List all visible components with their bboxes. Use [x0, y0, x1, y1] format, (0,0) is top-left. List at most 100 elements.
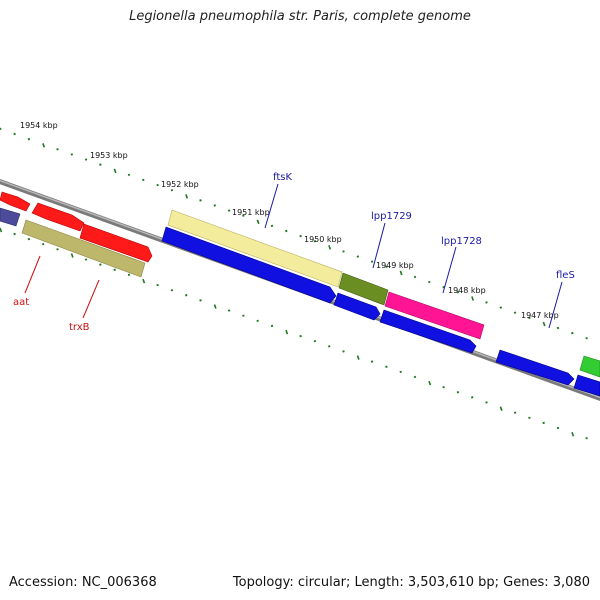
ruler-tick	[13, 132, 16, 136]
ruler-tick	[428, 380, 432, 386]
ruler-tick	[499, 306, 503, 309]
gene-label-lpp1729[interactable]: lpp1729	[371, 211, 412, 222]
gene-feature[interactable]	[167, 209, 343, 288]
ruler-ticks	[0, 127, 588, 340]
ruler-tick	[413, 375, 417, 379]
ruler-tick	[342, 250, 345, 253]
ruler-tick	[170, 288, 174, 292]
ruler-tick	[356, 355, 360, 360]
kbp-label: 1954 kbp	[20, 121, 58, 130]
gene-feature[interactable]	[338, 272, 389, 306]
ruler-tick	[442, 285, 445, 289]
ruler-tick	[99, 263, 102, 266]
ruler-tick	[556, 326, 560, 330]
ruler-tick	[485, 301, 488, 304]
gene-feature[interactable]	[31, 202, 85, 232]
gene-feature[interactable]	[333, 292, 381, 321]
ruler-tick	[0, 227, 3, 233]
accession-text: Accession: NC_006368	[9, 575, 157, 590]
ruler-tick	[327, 345, 331, 348]
ruler-tick	[199, 299, 202, 302]
leader-line	[264, 183, 279, 229]
leader-line	[442, 246, 457, 294]
gene-feature[interactable]	[0, 191, 31, 212]
gene-feature[interactable]	[573, 374, 600, 397]
ruler-tick	[528, 416, 531, 420]
ruler-tick	[342, 350, 345, 353]
ruler-tick	[256, 319, 259, 323]
ruler-tick	[113, 268, 116, 271]
gene-label-aat[interactable]: aat	[13, 297, 29, 308]
ruler-tick	[242, 314, 245, 317]
gene-label-lpp1728[interactable]: lpp1728	[441, 236, 482, 247]
ruler-tick	[328, 245, 332, 250]
ruler-tick	[399, 370, 402, 374]
kbp-label: 1950 kbp	[304, 235, 342, 244]
ruler-tick	[242, 214, 245, 217]
kbp-label: 1947 kbp	[521, 311, 559, 320]
ruler-tick	[42, 143, 46, 148]
gene-feature[interactable]	[495, 349, 575, 386]
ruler-tick	[213, 304, 217, 309]
ruler-tick	[485, 401, 488, 404]
ruler-tick	[270, 324, 274, 328]
kbp-label: 1948 kbp	[448, 286, 486, 295]
kbp-label: 1949 kbp	[376, 261, 414, 270]
ruler-tick	[370, 360, 374, 363]
ruler-tick	[471, 296, 475, 301]
ruler-tick	[585, 436, 588, 440]
ruler-tick	[499, 406, 503, 411]
ruler-tick	[585, 336, 588, 340]
ruler-tick	[456, 291, 460, 294]
ruler-tick	[528, 316, 531, 320]
leader-line	[82, 279, 100, 319]
ruler-tick	[185, 194, 189, 199]
ruler-tick	[556, 426, 560, 430]
ruler-tick	[470, 396, 474, 399]
ruler-tick	[56, 248, 59, 251]
ruler-tick	[113, 168, 117, 174]
ruler-tick	[142, 278, 146, 284]
ruler-tick	[170, 188, 174, 192]
ruler-tick	[70, 253, 74, 258]
gene-feature[interactable]	[579, 355, 600, 378]
gene-label-ftsK[interactable]: ftsK	[273, 172, 292, 183]
map-title: Legionella pneumophila str. Paris, compl…	[129, 9, 471, 24]
ruler-tick	[270, 224, 274, 228]
gene-label-trxB[interactable]: trxB	[69, 322, 90, 333]
ruler-tick	[385, 365, 388, 368]
gene-feature[interactable]	[79, 223, 153, 263]
ruler-tick	[571, 431, 575, 437]
ruler-tick	[156, 283, 159, 287]
ruler-tick	[13, 232, 16, 236]
ruler-tick	[184, 294, 188, 297]
ruler-tick	[428, 280, 431, 284]
ruler-tick	[213, 204, 217, 207]
ruler-tick	[227, 209, 231, 212]
ruler-tick	[571, 331, 574, 335]
ruler-tick	[156, 183, 159, 187]
ruler-tick	[285, 229, 288, 233]
ruler-tick	[127, 273, 131, 277]
ruler-tick	[385, 265, 388, 268]
ruler-tick	[356, 255, 360, 258]
kbp-label: 1952 kbp	[161, 180, 199, 189]
ruler-tick	[313, 339, 317, 343]
gene-feature[interactable]	[384, 291, 485, 340]
gene-feature[interactable]	[0, 207, 21, 227]
gene-label-fleS[interactable]: fleS	[556, 270, 575, 281]
kbp-label: 1951 kbp	[232, 208, 270, 217]
ruler-tick	[127, 173, 131, 177]
ruler-tick	[227, 309, 231, 312]
ruler-tick	[84, 158, 88, 161]
gene-feature[interactable]	[379, 309, 477, 354]
ruler-tick	[442, 385, 445, 389]
gene-feature[interactable]	[21, 219, 146, 278]
ruler-tick	[513, 411, 517, 414]
ruler-tick	[70, 153, 74, 156]
ruler-tick	[99, 163, 102, 166]
ruler-tick	[199, 199, 202, 202]
ruler-tick	[299, 334, 302, 338]
ruler-tick	[41, 242, 45, 246]
gene-feature[interactable]	[161, 226, 337, 304]
